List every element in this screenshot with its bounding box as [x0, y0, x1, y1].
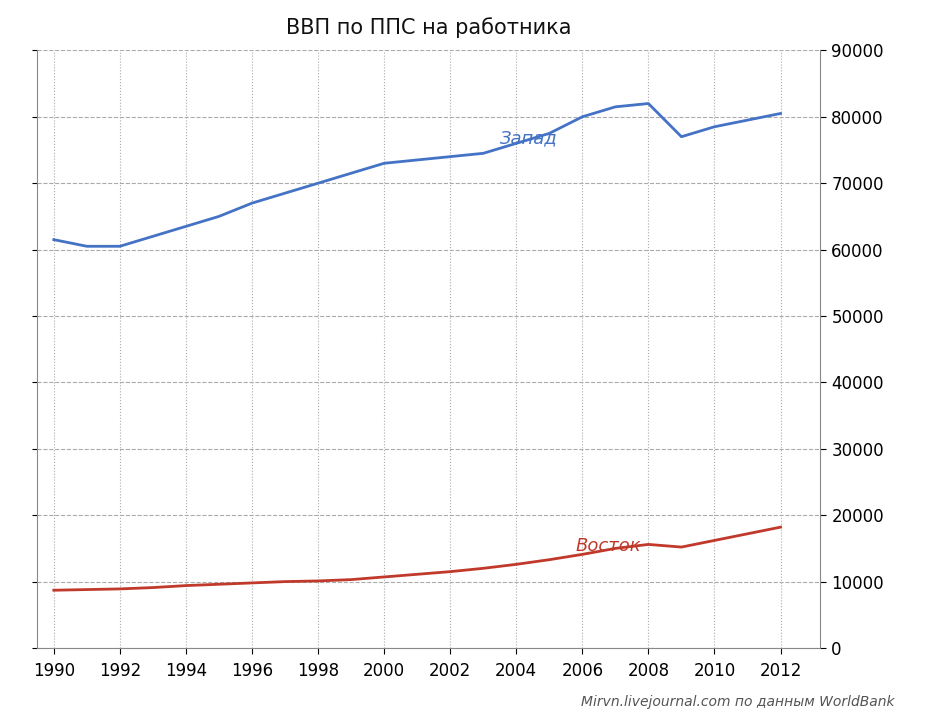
- Text: Mirvn.livejournal.com по данным WorldBank: Mirvn.livejournal.com по данным WorldBan…: [582, 696, 895, 709]
- Text: Запад: Запад: [500, 130, 557, 148]
- Text: Восток: Восток: [576, 537, 641, 555]
- Title: ВВП по ППС на работника: ВВП по ППС на работника: [286, 17, 571, 37]
